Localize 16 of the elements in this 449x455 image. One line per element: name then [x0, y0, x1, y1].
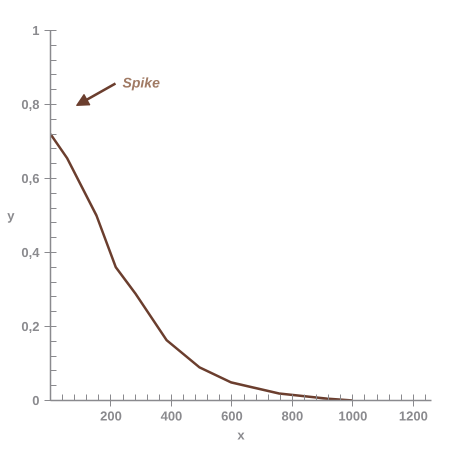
y-tick-label: 1 — [32, 23, 40, 38]
annotation: Spike — [122, 74, 160, 90]
y-tick-label: 0,2 — [21, 319, 40, 334]
x-tick-label: 400 — [160, 408, 182, 424]
y-tick-label: 0,6 — [21, 171, 40, 186]
x-tick-label: 1000 — [338, 408, 368, 424]
line-series — [50, 132, 354, 400]
x-tick-label: 200 — [100, 408, 122, 424]
y-tick-label: 0,8 — [21, 97, 40, 112]
y-tick-label: 0 — [32, 393, 40, 408]
x-tick-label: 1200 — [398, 408, 428, 424]
x-axis-title: x — [237, 428, 246, 442]
y-tick-label: 0,4 — [21, 245, 40, 260]
y-axis-title: y — [7, 208, 16, 223]
x-tick-label: 800 — [282, 408, 304, 424]
x-tick-label: 600 — [221, 408, 243, 424]
